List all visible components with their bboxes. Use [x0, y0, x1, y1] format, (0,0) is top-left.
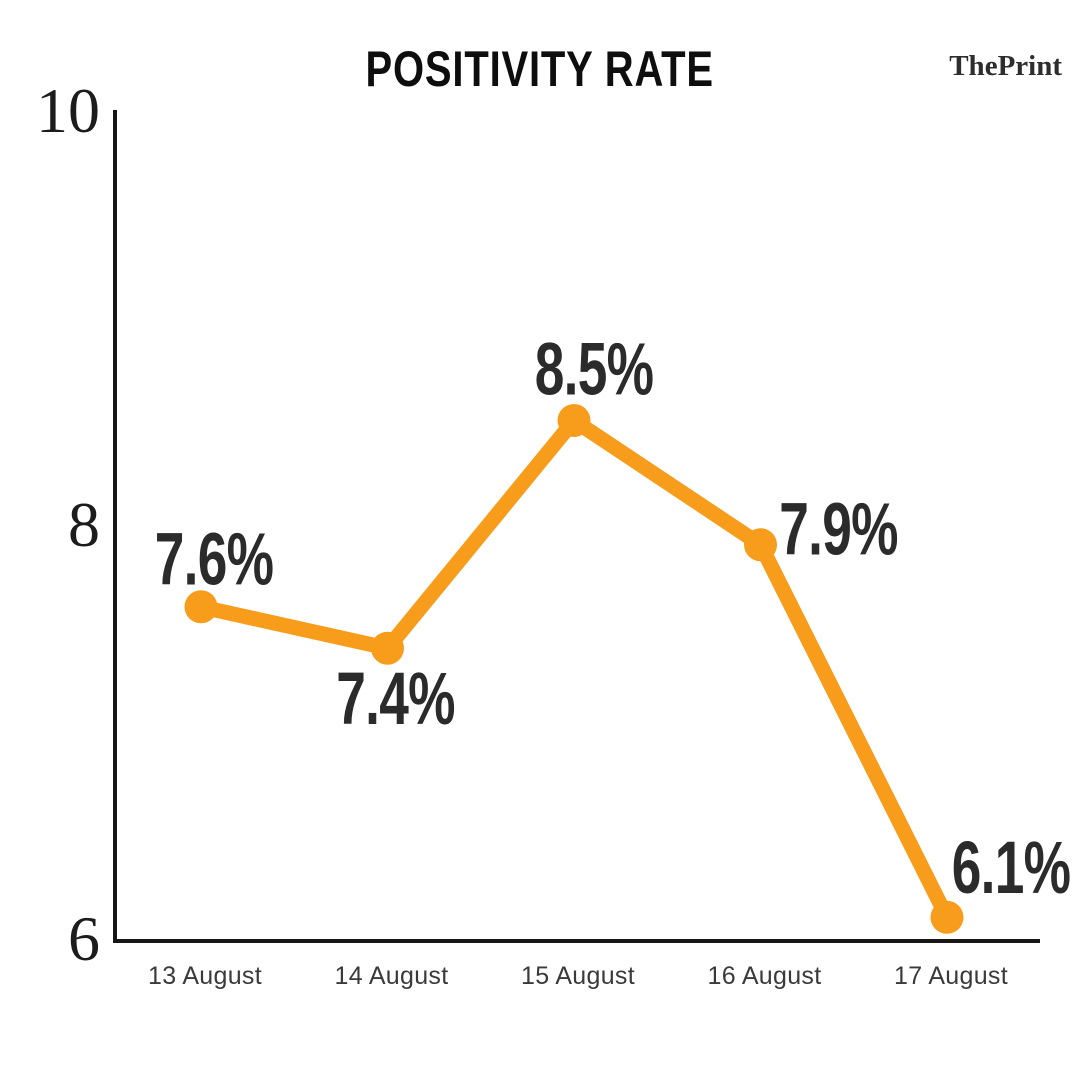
data-point-label-group: 7.9%	[779, 488, 898, 571]
logo-the: The	[949, 50, 998, 82]
data-point-label: 7.9%	[779, 488, 898, 571]
data-point-label: 7.6%	[155, 518, 274, 601]
data-point-marker	[930, 900, 964, 934]
x-tick-label: 14 August	[335, 962, 449, 990]
theprint-logo: ThePrint	[949, 52, 1062, 81]
data-point-label: 7.4%	[336, 658, 455, 741]
data-point-label-group: 7.6%	[155, 518, 274, 601]
data-point-marker	[371, 631, 404, 665]
data-point-label: 8.5%	[535, 328, 654, 411]
data-point-label-group: 6.1%	[952, 827, 1071, 910]
data-point-label-group: 8.5%	[535, 328, 654, 411]
data-point-label: 6.1%	[952, 827, 1071, 910]
y-tick-label: 10	[36, 75, 100, 146]
x-tick-label: 13 August	[148, 962, 262, 990]
logo-print: Print	[997, 50, 1062, 82]
data-point-marker	[744, 528, 777, 562]
data-point-marker	[557, 404, 591, 437]
x-tick-label: 15 August	[521, 962, 635, 990]
data-point-label-group: 7.4%	[336, 658, 455, 741]
x-tick-label: 16 August	[708, 962, 822, 990]
y-tick-label: 8	[68, 489, 100, 560]
y-tick-label: 6	[68, 903, 100, 974]
data-point-marker	[184, 590, 218, 624]
x-tick-label: 17 August	[894, 962, 1008, 990]
